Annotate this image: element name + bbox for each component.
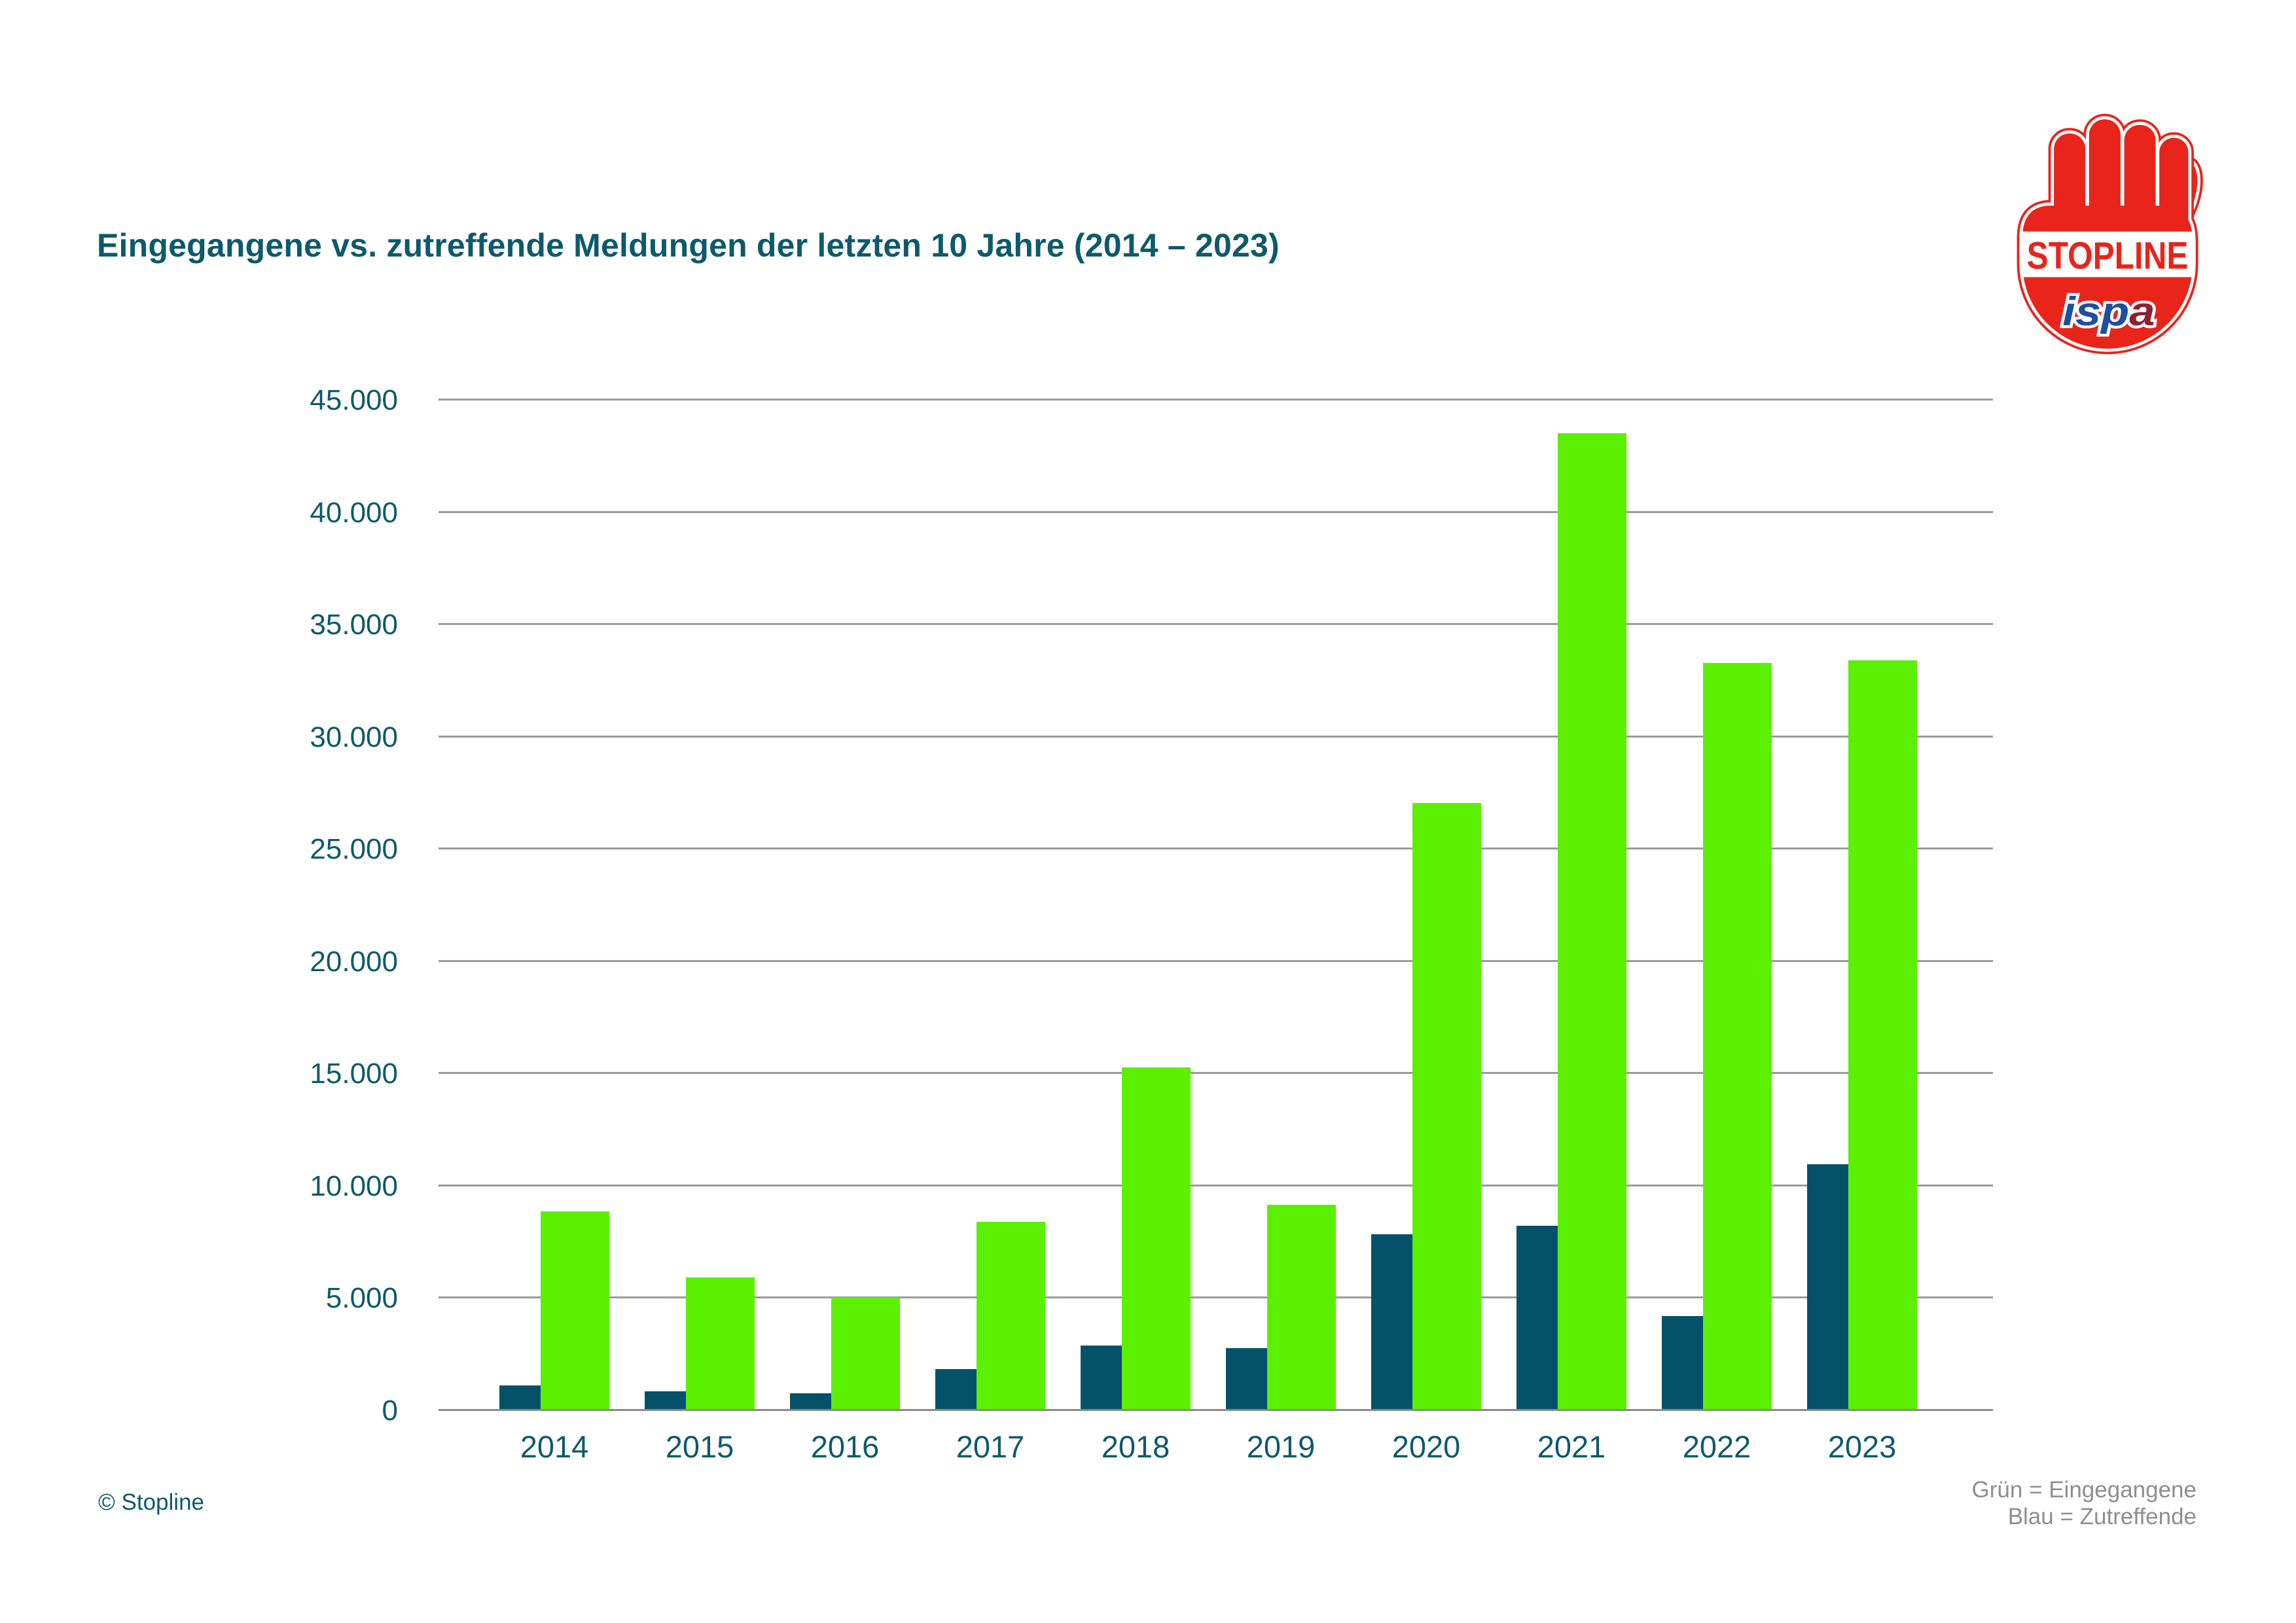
legend-line-green: Grün = Eingegangene xyxy=(1971,1477,2197,1503)
gridline: 45.000 xyxy=(310,384,1993,416)
bar-eingegangene xyxy=(686,1277,755,1409)
gridline: 20.000 xyxy=(310,946,1993,978)
bar-group: 2014 xyxy=(499,399,609,1464)
y-tick-label: 10.000 xyxy=(310,1169,398,1202)
bar-group: 2020 xyxy=(1371,399,1481,1464)
year-label: 2019 xyxy=(1246,1429,1316,1464)
color-legend: Grün = Eingegangene Blau = Zutreffende xyxy=(1972,1476,2197,1531)
y-tick-label: 40.000 xyxy=(310,496,398,529)
y-tick-label: 25.000 xyxy=(310,833,398,866)
bar-group: 2021 xyxy=(1516,399,1626,1464)
y-tick-label: 15.000 xyxy=(310,1058,398,1090)
y-tick-label: 20.000 xyxy=(310,945,398,978)
gridline: 30.000 xyxy=(310,721,1993,753)
bar-eingegangene xyxy=(977,1221,1045,1409)
year-label: 2022 xyxy=(1682,1429,1751,1464)
y-tick-label: 0 xyxy=(382,1395,398,1427)
year-label: 2014 xyxy=(520,1429,589,1464)
logo-ispa-text: isp a xyxy=(2062,289,2155,334)
bar-eingegangene xyxy=(541,1211,609,1409)
bar-group: 2023 xyxy=(1807,399,1917,1464)
gridline: 40.000 xyxy=(310,497,1993,529)
logo-stopline-text: STOPLINE xyxy=(2027,234,2189,277)
bar-eingegangene xyxy=(831,1297,900,1409)
bar-eingegangene xyxy=(1558,433,1626,1409)
x-axis-line: 0 xyxy=(382,1395,1993,1427)
bar-eingegangene xyxy=(1848,660,1917,1409)
legend-line-blue: Blau = Zutreffende xyxy=(2007,1504,2197,1530)
year-label: 2017 xyxy=(956,1429,1025,1464)
year-label: 2016 xyxy=(810,1429,880,1464)
gridline: 25.000 xyxy=(310,833,1993,865)
gridline: 15.000 xyxy=(310,1058,1993,1090)
logo-band xyxy=(2022,231,2193,277)
y-tick-label: 30.000 xyxy=(310,721,398,753)
bar-eingegangene xyxy=(1412,802,1481,1409)
bar-group: 2022 xyxy=(1662,399,1772,1464)
y-tick-label: 45.000 xyxy=(310,384,398,416)
plot-area: 45.000 40.000 35.000 30.000 25.000 20.000 15.0… xyxy=(310,384,1993,1464)
year-label: 2023 xyxy=(1827,1429,1897,1464)
bar-eingegangene xyxy=(1122,1067,1191,1409)
bar-eingegangene xyxy=(1267,1204,1336,1409)
year-label: 2018 xyxy=(1101,1429,1170,1464)
bar-group: 2018 xyxy=(1081,399,1191,1464)
y-tick-label: 5.000 xyxy=(325,1282,398,1315)
bar-group: 2015 xyxy=(645,399,755,1464)
bar-group: 2016 xyxy=(790,399,900,1464)
copyright-note: © Stopline xyxy=(98,1489,204,1515)
gridline: 10.000 xyxy=(310,1170,1993,1202)
bar-group: 2017 xyxy=(935,399,1045,1464)
year-label: 2020 xyxy=(1391,1429,1461,1464)
stopline-ispa-logo: STOPLINE isp a xyxy=(2013,98,2204,360)
y-tick-label: 35.000 xyxy=(310,609,398,641)
gridline: 5.000 xyxy=(326,1282,1993,1314)
bar-eingegangene xyxy=(1703,663,1772,1409)
year-label: 2021 xyxy=(1537,1429,1606,1464)
chart-title: Eingegangene vs. zutreffende Meldungen d… xyxy=(97,227,1280,264)
year-label: 2015 xyxy=(665,1429,734,1464)
gridline: 35.000 xyxy=(310,609,1993,641)
bar-group: 2019 xyxy=(1226,399,1336,1464)
